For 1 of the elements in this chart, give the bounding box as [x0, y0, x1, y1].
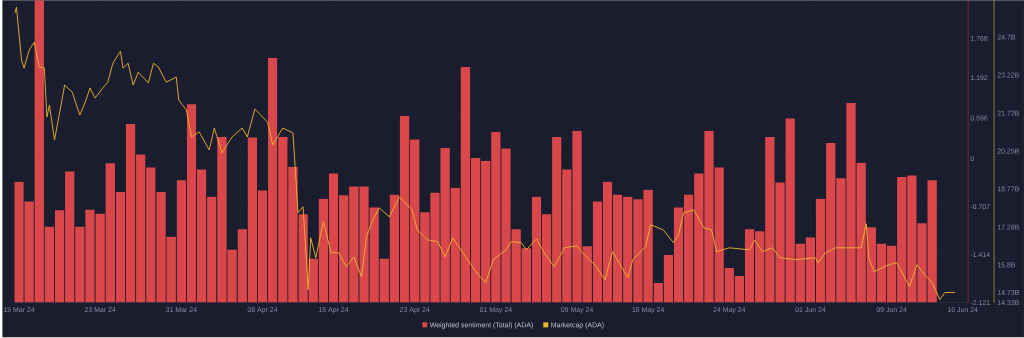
bar [927, 180, 937, 303]
